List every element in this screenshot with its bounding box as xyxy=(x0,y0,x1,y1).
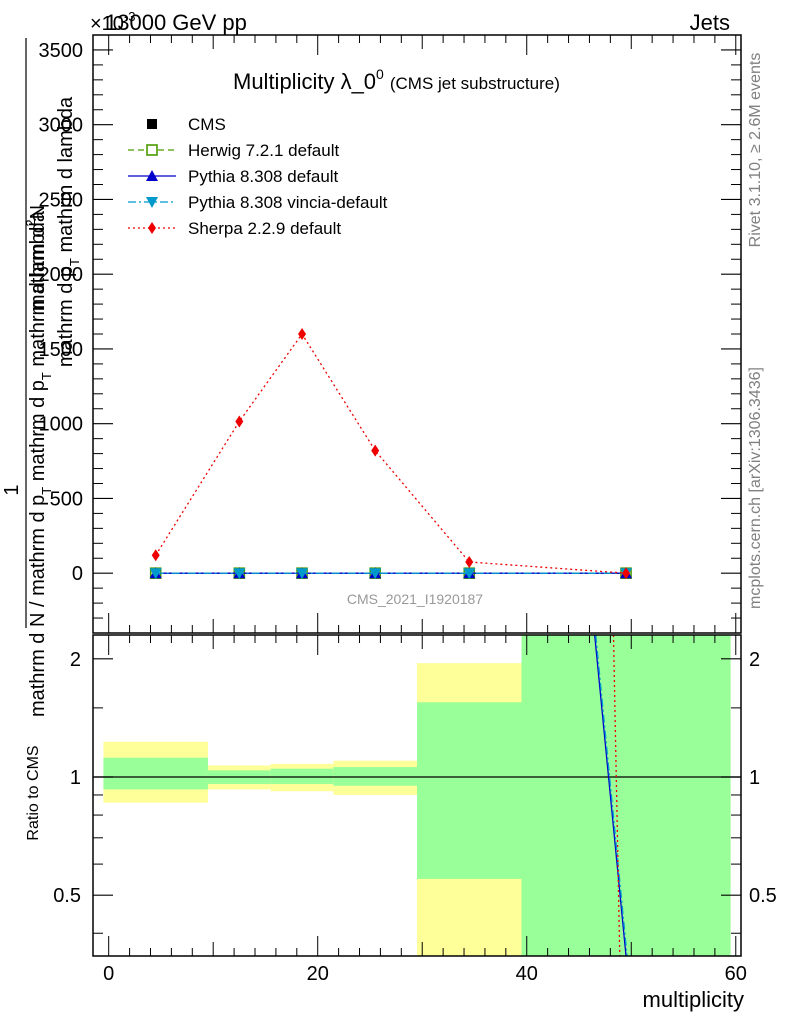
legend-label: Sherpa 2.2.9 default xyxy=(188,219,341,238)
y-tick-label: 500 xyxy=(50,488,83,510)
ratio-y-label: Ratio to CMS xyxy=(25,745,42,840)
data-point xyxy=(463,568,476,580)
main-ticks: 0 500 1000 1500 2000 2500 3000 3500 xyxy=(39,34,741,633)
ratio-panel: 0.5 0.51 12 20 20 40 60 Ratio to CMS xyxy=(25,634,777,985)
mcplots-label: mcplots.cern.ch [arXiv:1306.3436] xyxy=(747,367,764,609)
beam-label: 13000 GeV pp xyxy=(105,10,247,35)
ratio-line xyxy=(595,635,628,956)
data-point xyxy=(146,144,158,156)
y-tick-label: 2500 xyxy=(39,189,84,211)
ratio-frame xyxy=(92,634,742,957)
x-tick-label: 0 xyxy=(103,963,114,985)
ratio-line xyxy=(612,635,621,956)
data-point xyxy=(622,567,631,580)
ratio-band-green xyxy=(417,702,522,879)
legend-entry: Pythia 8.308 default xyxy=(128,167,339,186)
y-tick-label: 2000 xyxy=(39,264,84,286)
x-tick-label: 60 xyxy=(725,963,747,985)
ratio-tick-label: 0.5 xyxy=(53,885,81,907)
rivet-label: Rivet 3.1.10, ≥ 2.6M events xyxy=(747,53,764,248)
legend-entry: CMS xyxy=(147,115,226,134)
process-label: Jets xyxy=(690,10,730,35)
ratio-tick-label: 1 xyxy=(70,767,81,789)
legend-entry: Pythia 8.308 vincia-default xyxy=(128,193,388,212)
ratio-ticks: 0.5 0.51 12 20 20 40 60 xyxy=(53,635,777,985)
x-axis-label: multiplicity xyxy=(643,987,744,1012)
y-tick-label: 0 xyxy=(72,563,83,585)
ratio-bands xyxy=(93,635,741,956)
data-point xyxy=(146,197,158,208)
data-point xyxy=(465,555,474,568)
legend-label: Pythia 8.308 default xyxy=(188,167,339,186)
y-label-denominator: mathrm d N / mathrm d pT mathrm d pT mat… xyxy=(27,210,54,717)
chart-title: Multiplicity λ_00 (CMS jet substructure) xyxy=(233,66,560,94)
ratio-tick-label-right: 0.5 xyxy=(749,885,777,907)
data-point xyxy=(146,170,158,181)
ratio-line xyxy=(594,635,627,956)
data-point xyxy=(296,568,309,580)
ratio-tick-label-right: 1 xyxy=(749,767,760,789)
analysis-watermark: CMS_2021_I1920187 xyxy=(347,591,483,607)
ratio-tick-label: 2 xyxy=(70,649,81,671)
main-series xyxy=(149,328,633,580)
data-point xyxy=(369,568,382,580)
x-tick-label: 20 xyxy=(307,963,329,985)
ratio-band-green xyxy=(521,635,731,956)
data-point xyxy=(147,119,157,129)
y-label-prefix: 1 xyxy=(1,484,23,495)
y-label-numerator-denominator: mathrm d pT mathrm d lambda xyxy=(55,96,82,367)
y-tick-label: 1000 xyxy=(39,414,84,436)
y-label-numerator: mathrm d2N xyxy=(23,205,49,311)
data-point xyxy=(233,568,246,580)
y-tick-label: 3500 xyxy=(39,40,84,62)
data-point xyxy=(371,444,380,457)
series-sherpa-2-2-9-default xyxy=(151,328,631,580)
ratio-band-green xyxy=(270,768,334,784)
legend: CMS Herwig 7.2.1 default Pythia 8.308 defa… xyxy=(128,115,388,238)
ratio-tick-label-right: 2 xyxy=(749,649,760,671)
legend-label: Pythia 8.308 vincia-default xyxy=(188,193,388,212)
x-tick-label: 40 xyxy=(516,963,538,985)
ratio-lines xyxy=(594,635,628,956)
legend-entry: Herwig 7.2.1 default xyxy=(128,141,339,160)
data-point xyxy=(151,549,160,562)
legend-label: Herwig 7.2.1 default xyxy=(188,141,339,160)
y-tick-label: 3000 xyxy=(39,115,84,137)
ratio-band-green xyxy=(103,757,208,790)
data-point xyxy=(235,415,244,428)
series-line xyxy=(155,332,627,574)
data-point xyxy=(298,328,307,340)
data-point xyxy=(148,222,156,234)
data-point xyxy=(149,568,162,580)
legend-entry: Sherpa 2.2.9 default xyxy=(128,219,341,238)
y-exponent-label: ×10-3 xyxy=(90,9,136,35)
legend-label: CMS xyxy=(188,115,226,134)
y-tick-label: 1500 xyxy=(39,339,84,361)
main-panel: 0 500 1000 1500 2000 2500 3000 3500 Multiplicit… xyxy=(39,34,742,634)
y-axis-label: mathrm d2N mathrm d pT mathrm d lambda 1… xyxy=(1,38,82,717)
